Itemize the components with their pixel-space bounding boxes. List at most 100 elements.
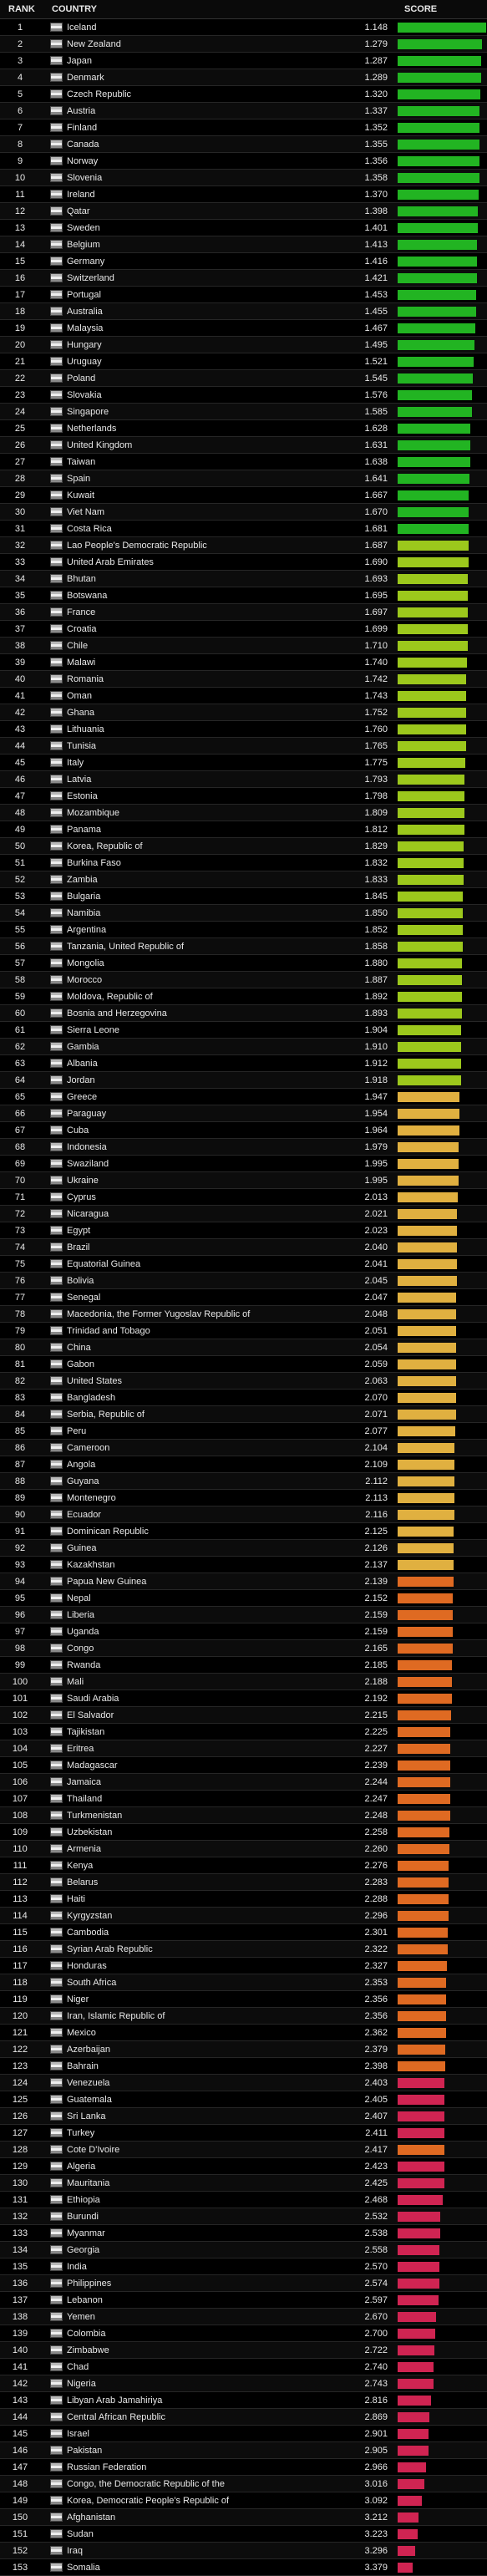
flag-icon <box>50 1911 63 1920</box>
score-bar <box>398 2195 443 2205</box>
country: Oman <box>67 691 92 701</box>
flag-icon <box>50 1560 63 1569</box>
rank: 133 <box>12 2228 28 2238</box>
rank: 63 <box>14 1059 26 1069</box>
table-row: 137 Lebanon 2.597 <box>0 2292 487 2309</box>
score: 1.576 <box>364 390 388 400</box>
flag-icon <box>50 1928 63 1937</box>
rank: 93 <box>14 1560 26 1570</box>
score-bar <box>398 624 469 634</box>
score: 2.532 <box>364 2212 388 2222</box>
table-row: 87 Angola 2.109 <box>0 1456 487 1473</box>
table-row: 106 Jamaica 2.244 <box>0 1774 487 1791</box>
country: Iraq <box>67 2546 83 2556</box>
score: 1.628 <box>364 424 388 434</box>
rank: 53 <box>14 892 26 902</box>
table-row: 142 Nigeria 2.743 <box>0 2375 487 2392</box>
score: 1.337 <box>364 106 388 116</box>
rank: 150 <box>12 2512 28 2523</box>
flag-icon <box>50 357 63 366</box>
country: Lao People's Democratic Republic <box>67 541 207 551</box>
flag-icon <box>50 340 63 349</box>
flag-icon <box>50 2429 63 2438</box>
score: 1.358 <box>364 173 388 183</box>
rank: 5 <box>17 89 23 99</box>
rank: 34 <box>14 574 26 584</box>
flag-icon <box>50 2295 63 2304</box>
score-bar <box>398 658 467 668</box>
country: Bosnia and Herzegovina <box>67 1009 167 1019</box>
country: Saudi Arabia <box>67 1694 119 1704</box>
score-bar <box>398 724 466 734</box>
score-bar <box>398 440 470 450</box>
score: 2.139 <box>364 1577 388 1587</box>
country: France <box>67 607 96 617</box>
score-bar <box>398 2095 445 2105</box>
score-bar <box>398 257 478 267</box>
flag-icon <box>50 691 63 700</box>
flag-icon <box>50 908 63 917</box>
rank: 118 <box>13 1978 28 1988</box>
country: Indonesia <box>67 1142 107 1152</box>
score-bar <box>398 1994 447 2004</box>
score: 1.670 <box>364 507 388 517</box>
country: Algeria <box>67 2162 96 2172</box>
country: Botswana <box>67 591 108 601</box>
flag-icon <box>50 1710 63 1720</box>
score: 2.239 <box>364 1761 388 1771</box>
rank: 9 <box>17 156 23 166</box>
flag-icon <box>50 390 63 399</box>
table-row: 37 Croatia 1.699 <box>0 621 487 638</box>
table-row: 153 Somalia 3.379 <box>0 2559 487 2576</box>
rank: 49 <box>14 825 26 835</box>
score-bar <box>398 1794 450 1804</box>
rank: 134 <box>12 2245 28 2255</box>
flag-icon <box>50 190 63 199</box>
score-bar <box>398 1476 454 1486</box>
table-row: 4 Denmark 1.289 <box>0 69 487 86</box>
score-bar <box>398 2011 447 2021</box>
rank: 116 <box>13 1944 28 1954</box>
rank: 7 <box>17 123 23 133</box>
score-bar <box>398 424 470 434</box>
table-row: 135 India 2.570 <box>0 2258 487 2275</box>
score-bar <box>398 1009 462 1019</box>
score-bar <box>398 2429 429 2439</box>
score-bar <box>398 1744 451 1754</box>
rank: 66 <box>14 1109 26 1119</box>
flag-icon <box>50 1894 63 1903</box>
country-header: COUNTRY <box>52 4 97 14</box>
table-row: 105 Madagascar 2.239 <box>0 1757 487 1774</box>
flag-icon <box>50 39 63 48</box>
rank: 40 <box>14 674 26 684</box>
score-bar <box>398 2446 429 2456</box>
flag-icon <box>50 106 63 115</box>
country: Peru <box>67 1426 87 1436</box>
country: Cameroon <box>67 1443 110 1453</box>
flag-icon <box>50 156 63 165</box>
score: 2.185 <box>364 1660 388 1670</box>
rank: 92 <box>14 1543 26 1553</box>
rank-header: RANK <box>8 4 35 14</box>
rank: 37 <box>14 624 26 634</box>
flag-icon <box>50 1677 63 1686</box>
country: Libyan Arab Jamahiriya <box>67 2396 163 2406</box>
score: 2.247 <box>364 1794 388 1804</box>
table-row: 145 Israel 2.901 <box>0 2426 487 2442</box>
table-row: 66 Paraguay 1.954 <box>0 1105 487 1122</box>
table-row: 56 Tanzania, United Republic of 1.858 <box>0 938 487 955</box>
score: 2.260 <box>364 1844 388 1854</box>
score: 1.852 <box>364 925 388 935</box>
table-row: 5 Czech Republic 1.320 <box>0 86 487 103</box>
table-row: 58 Morocco 1.887 <box>0 972 487 988</box>
score-bar <box>398 340 475 350</box>
flag-icon <box>50 373 63 383</box>
table-row: 54 Namibia 1.850 <box>0 905 487 922</box>
flag-icon <box>50 858 63 867</box>
score: 1.893 <box>364 1009 388 1019</box>
country: Mozambique <box>67 808 119 818</box>
table-row: 82 United States 2.063 <box>0 1373 487 1390</box>
table-row: 95 Nepal 2.152 <box>0 1590 487 1607</box>
rank: 152 <box>12 2546 28 2556</box>
table-row: 2 New Zealand 1.279 <box>0 36 487 53</box>
